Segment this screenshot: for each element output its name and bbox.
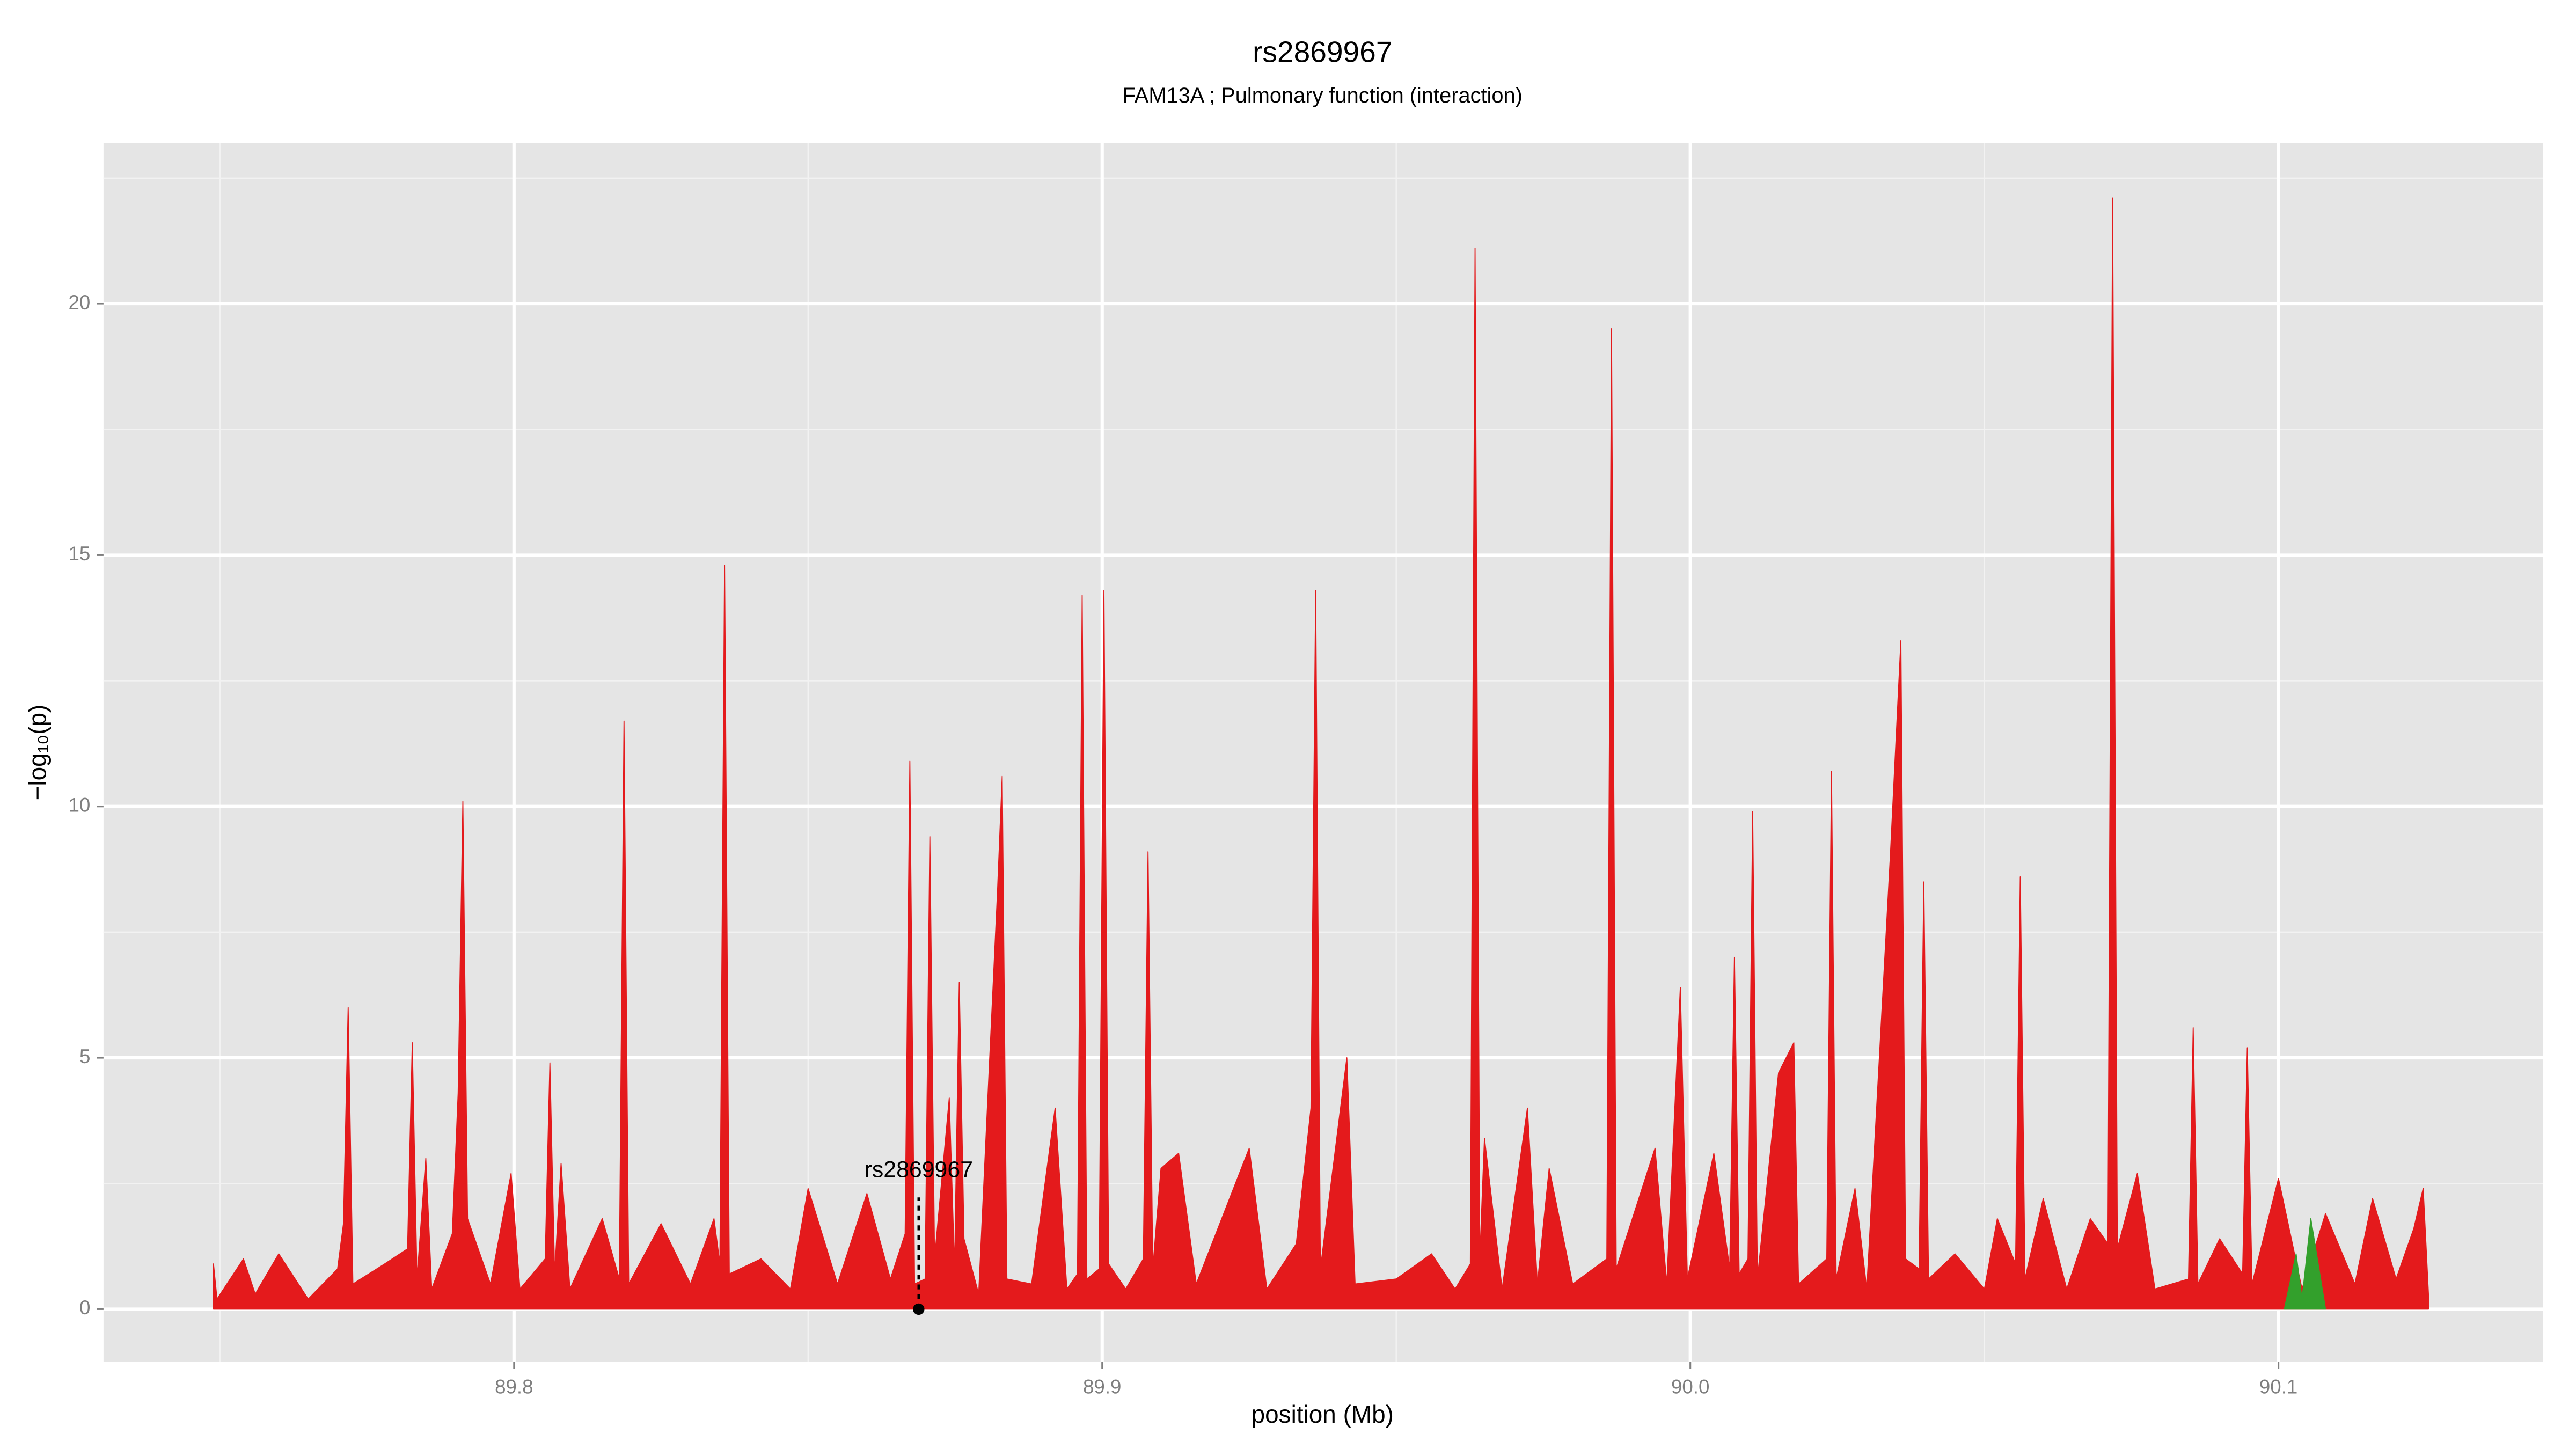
y-tick-label: 0	[79, 1297, 90, 1319]
y-tick-label: 5	[79, 1045, 90, 1067]
labels: 89.8 89.9 90.0 90.1 0 5 10 15 20 rs2869967	[69, 291, 2298, 1398]
plot-panel	[103, 143, 2543, 1362]
chart-title: rs2869967	[1253, 35, 1392, 69]
x-tick-label: 90.0	[1671, 1375, 1709, 1397]
x-tick-label: 89.9	[1083, 1375, 1121, 1397]
chart-subtitle: FAM13A ; Pulmonary function (interaction…	[1123, 84, 1523, 107]
x-tick-label: 90.1	[2259, 1375, 2297, 1397]
marks	[213, 197, 2429, 1310]
y-axis-label: −log₁₀(p)	[24, 705, 52, 801]
annotation-point	[913, 1303, 925, 1315]
x-axis-label: position (Mb)	[1252, 1400, 1394, 1428]
annotation-label: rs2869967	[865, 1157, 973, 1183]
area	[2284, 1218, 2326, 1310]
y-tick-label: 15	[69, 543, 91, 565]
y-tick-label: 10	[69, 794, 91, 816]
area	[213, 197, 2429, 1310]
x-tick-label: 89.8	[495, 1375, 533, 1397]
y-tick-label: 20	[69, 291, 91, 313]
